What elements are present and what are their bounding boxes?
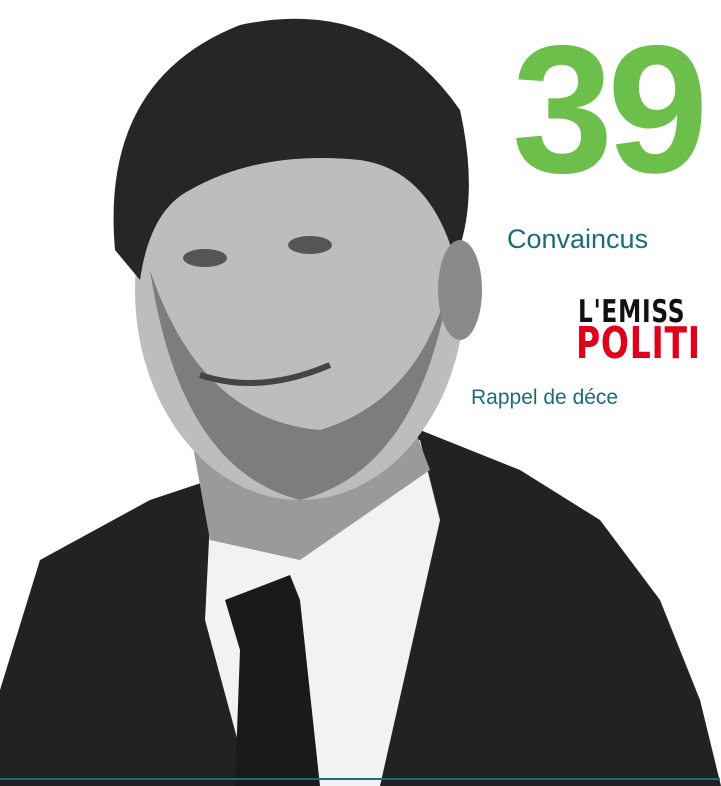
- headline-number: 39: [512, 18, 702, 200]
- logo-line-2: POLITI: [576, 318, 701, 369]
- page: 39 Convaincus L'EMISS POLITI Rappel de d…: [0, 0, 721, 786]
- headline-caption: Convaincus: [507, 224, 648, 255]
- note: Rappel de déce: [471, 386, 618, 410]
